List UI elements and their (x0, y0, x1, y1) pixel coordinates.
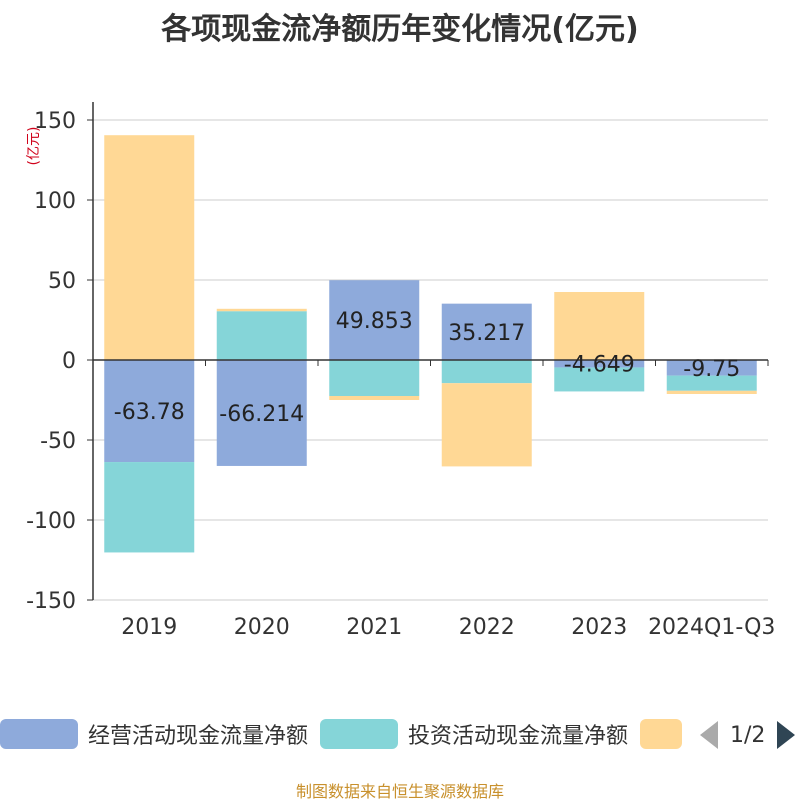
chart-area: 150 100 50 0 -50 -100 -150 (亿元) 2019 2020 2021 2022… (26, 102, 775, 640)
legend-next-arrow-icon[interactable] (777, 721, 796, 749)
bar-s1-2 (329, 360, 420, 396)
data-label: -66.214 (219, 402, 304, 427)
bar-s0-5 (666, 360, 757, 376)
y-tick-label: 150 (34, 109, 76, 134)
bar-s0-4 (554, 360, 645, 368)
legend: 经营活动现金流量净额 投资活动现金流量净额 1/2 (0, 716, 800, 756)
legend-label-0: 经营活动现金流量净额 (88, 724, 309, 749)
y-tick-label: -150 (26, 589, 76, 614)
bar-s2-3 (441, 383, 532, 467)
data-label: -9.75 (683, 357, 740, 382)
legend-item-1[interactable]: 投资活动现金流量净额 (320, 716, 628, 752)
bar-s1-1 (216, 311, 307, 360)
y-tick-label: -50 (40, 429, 76, 454)
bar-s0-1 (216, 360, 307, 466)
legend-item-0[interactable]: 经营活动现金流量净额 (0, 716, 308, 752)
bar-s1-0 (104, 462, 195, 553)
legend-pager: 1/2 (700, 720, 796, 750)
y-tick-label: 100 (34, 189, 76, 214)
x-tick-label: 2023 (571, 615, 627, 640)
bar-s2-0 (104, 135, 195, 360)
legend-swatch-2 (640, 719, 682, 749)
labels-layer: -63.78 -66.214 49.853 35.217 -4.649 -9.75 (114, 309, 740, 427)
legend-swatch-1 (320, 719, 398, 749)
x-tick-label: 2019 (121, 615, 177, 640)
legend-label-1: 投资活动现金流量净额 (408, 724, 629, 749)
bar-s0-2 (329, 280, 420, 360)
y-unit-label: (亿元) (26, 127, 42, 166)
chart-title: 各项现金流净额历年变化情况(亿元) (161, 12, 639, 47)
bar-s2-4 (554, 292, 645, 360)
y-tick-label: 0 (62, 349, 76, 374)
x-tick-label: 2022 (459, 615, 515, 640)
axis-layer: 150 100 50 0 -50 -100 -150 (亿元) 2019 2020 2021 2022… (26, 102, 775, 640)
y-tick-label: -100 (26, 509, 76, 534)
legend-item-2[interactable] (640, 716, 682, 752)
x-tick-label: 2021 (346, 615, 402, 640)
bar-s1-3 (441, 360, 532, 384)
bar-s1-5 (666, 375, 757, 391)
bar-s2-2 (329, 396, 420, 400)
data-label: -63.78 (114, 400, 185, 425)
data-label: 49.853 (336, 309, 413, 334)
bars-layer (104, 135, 757, 553)
bar-s2-5 (666, 390, 757, 394)
bar-s1-4 (554, 367, 645, 392)
x-tick-label: 2024Q1-Q3 (648, 615, 775, 640)
source-note: 制图数据来自恒生聚源数据库 (295, 782, 504, 801)
bar-s2-1 (216, 308, 307, 312)
y-tick-label: 50 (48, 269, 76, 294)
data-label: 35.217 (448, 321, 525, 346)
legend-prev-arrow-icon[interactable] (700, 721, 718, 749)
legend-page-indicator: 1/2 (730, 722, 766, 748)
data-label: -4.649 (564, 353, 635, 378)
legend-swatch-0 (0, 719, 78, 749)
x-tick-label: 2020 (234, 615, 290, 640)
bar-s0-0 (104, 360, 195, 463)
bar-s0-3 (441, 303, 532, 360)
